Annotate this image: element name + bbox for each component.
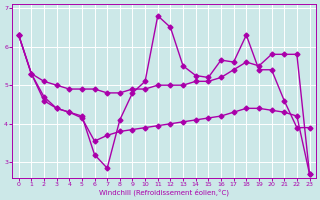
X-axis label: Windchill (Refroidissement éolien,°C): Windchill (Refroidissement éolien,°C) bbox=[99, 188, 229, 196]
